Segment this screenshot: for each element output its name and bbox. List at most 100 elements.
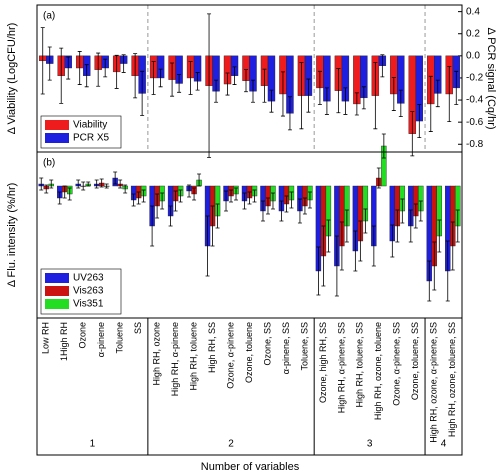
error-bar [177,74,182,93]
error-bar [302,197,307,215]
y2-tick-label: 0.0 [466,50,480,61]
error-bar [373,62,378,130]
error-bar [232,66,237,85]
error-bar [400,198,405,224]
error-bar [265,197,270,215]
x-tick-label: High RH, ozone, toluene, SS [447,322,457,437]
error-bar [336,68,341,114]
error-bar [96,52,101,87]
error-bar [427,260,432,302]
error-bar [316,246,321,296]
error-bar [455,209,460,243]
error-bar [437,219,442,253]
legend-label: Vis351 [73,299,104,310]
error-bar [297,198,302,224]
error-bar [192,187,197,201]
legend-label: Viability [73,120,107,131]
x-tick-label: Ozone, high RH, SS [318,322,328,403]
error-bar [398,89,403,118]
error-bar [188,60,193,95]
x-tick-label: High RH, toluene, SS [355,322,365,408]
error-bar [225,72,230,96]
error-bar [269,89,274,113]
error-bar [324,87,329,115]
error-bar [445,240,450,302]
error-bar [343,87,348,115]
panel-label: (a) [43,11,55,22]
error-bar [317,70,322,105]
error-bar [39,177,44,191]
error-bar [104,183,109,189]
error-bar [150,205,155,247]
error-bar [307,191,312,209]
x-tick-label: Ozone, toluene [244,322,254,383]
legend-label: Vis263 [73,286,104,297]
x-tick-label: Ozone, α-pinene, SS [392,322,402,406]
error-bar [354,92,359,116]
x-tick-label: Toluene, SS [299,322,309,371]
x-tick-label: Toluene [115,322,125,354]
x-tick-label: SS [133,322,143,334]
error-bar [118,179,123,189]
error-bar [435,79,440,108]
y2-tick-label: -0.2 [466,73,484,84]
error-bar [113,171,118,185]
legend-swatch [45,273,69,283]
error-bar [390,224,395,258]
error-bar [49,179,54,189]
error-bar [62,185,67,199]
error-bar [151,60,156,95]
legend-swatch [45,120,69,130]
error-bar [262,68,267,103]
y2-tick-label: -0.4 [466,95,484,106]
error-bar [66,56,71,80]
x-tick-label: High RH, ozone [151,322,161,386]
x-tick-label: Ozone, SS [262,322,272,366]
frame [36,4,463,456]
error-bar [410,111,415,157]
y2-tick-label: -0.8 [466,139,484,150]
error-bar [81,181,86,191]
error-bar [260,200,265,222]
x-tick-label: Ozone [78,322,88,349]
error-bar [57,191,62,205]
y2-axis-title: Δ PCR signal (Cq/hr) [485,27,497,129]
error-bar [133,53,138,99]
error-bar [450,221,455,271]
error-bar [247,191,252,205]
error-bar [371,225,376,267]
x-tick-label: High RH, toluene [188,322,198,391]
y-axis-title: Δ Viability (LogCFU/hr) [6,23,18,135]
error-bar [284,195,289,213]
error-bar [279,200,284,222]
error-bar [454,70,459,105]
error-bar [391,76,396,111]
error-bar [214,79,219,103]
group-label: 2 [228,439,234,450]
error-bar [432,241,437,291]
error-bar [155,193,160,219]
error-bar [289,191,294,209]
legend-swatch [45,133,69,143]
x-axis-title: Number of variables [201,461,300,473]
error-bar [207,13,212,158]
panel-label: (b) [43,158,55,169]
error-bar [140,70,145,116]
error-bar [158,68,163,88]
error-bar [428,75,433,132]
error-bar [251,79,255,103]
error-bar [358,220,363,262]
error-bar [131,193,136,207]
x-tick-label: α-pinene [96,322,106,357]
error-bar [229,189,234,203]
error-bar [287,96,292,131]
error-bar [306,78,311,113]
error-bar [381,133,386,159]
error-bar [380,54,385,78]
error-bar [47,46,52,81]
error-bar [76,179,81,189]
y2-tick-label: -0.6 [466,117,484,128]
legend-swatch [45,286,69,296]
